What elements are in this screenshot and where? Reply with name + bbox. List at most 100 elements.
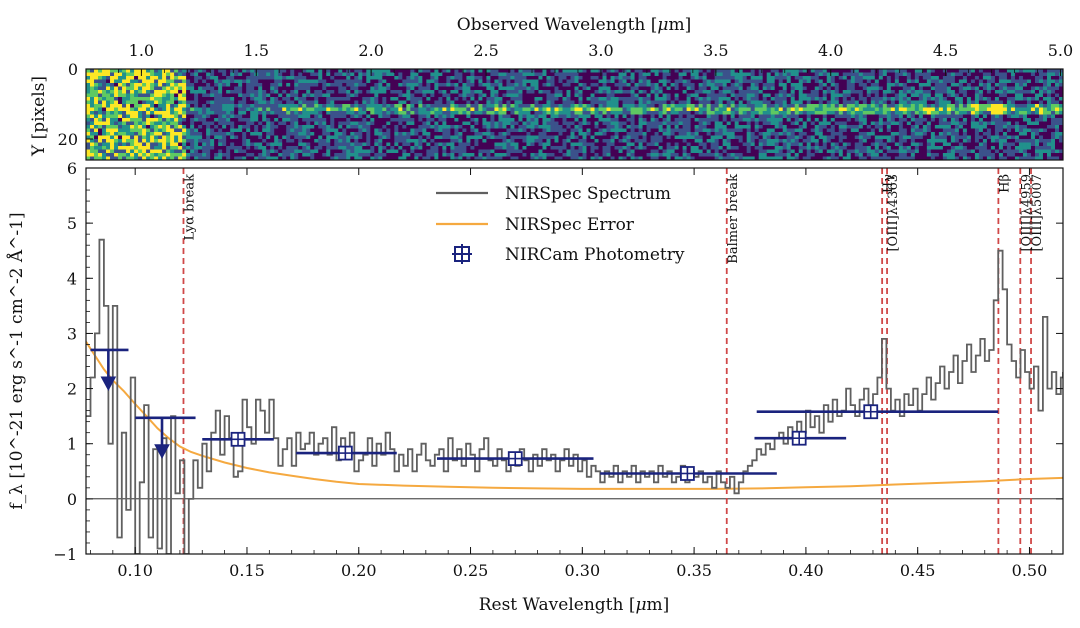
heatmap-cell	[614, 128, 620, 133]
heatmap-cell	[430, 79, 435, 84]
heatmap-cell	[1054, 69, 1060, 74]
heatmap-cell	[1054, 128, 1060, 133]
heatmap-cell	[718, 125, 724, 130]
heatmap-cell	[1002, 100, 1008, 105]
heatmap-cell	[258, 125, 263, 130]
heatmap-cell	[206, 128, 211, 133]
heatmap-cell	[850, 104, 856, 109]
heatmap-cell	[202, 104, 207, 109]
heatmap-cell	[258, 79, 263, 84]
heatmap-cell	[202, 76, 207, 81]
heatmap-cell	[1022, 111, 1028, 116]
heatmap-cell	[818, 135, 824, 140]
heatmap-cell	[1042, 132, 1048, 137]
heatmap-cell	[474, 114, 479, 119]
heatmap-cell	[94, 104, 99, 109]
heatmap-cell	[238, 97, 243, 102]
heatmap-cell	[482, 132, 488, 137]
heatmap-cell	[310, 83, 315, 88]
heatmap-cell	[214, 90, 219, 95]
heatmap-cell	[934, 118, 940, 123]
heatmap-cell	[990, 111, 996, 116]
heatmap-cell	[806, 104, 812, 109]
heatmap-cell	[214, 100, 219, 105]
heatmap-cell	[102, 111, 107, 116]
heatmap-cell	[334, 121, 339, 126]
heatmap-cell	[898, 121, 904, 126]
heatmap-cell	[426, 121, 431, 126]
heatmap-cell	[774, 69, 780, 74]
heatmap-cell	[418, 72, 423, 77]
heatmap-cell	[658, 86, 664, 91]
heatmap-cell	[134, 118, 139, 123]
heatmap-cell	[342, 69, 347, 74]
heatmap-cell	[374, 93, 379, 98]
heatmap-cell	[242, 76, 247, 81]
heatmap-cell	[918, 125, 924, 130]
heatmap-cell	[958, 76, 964, 81]
heatmap-cell	[358, 100, 363, 105]
heatmap-cell	[882, 79, 888, 84]
heatmap-cell	[846, 132, 852, 137]
heatmap-cell	[490, 132, 496, 137]
heatmap-cell	[466, 121, 471, 126]
heatmap-cell	[250, 114, 255, 119]
heatmap-cell	[414, 90, 419, 95]
heatmap-cell	[1018, 97, 1024, 102]
heatmap-cell	[218, 104, 223, 109]
heatmap-cell	[794, 93, 800, 98]
heatmap-cell	[602, 104, 608, 109]
heatmap-cell	[682, 128, 688, 133]
heatmap-cell	[786, 107, 792, 112]
heatmap-cell	[474, 139, 479, 144]
heatmap-cell	[870, 83, 876, 88]
heatmap-cell	[158, 104, 163, 109]
heatmap-cell	[634, 125, 640, 130]
heatmap-cell	[274, 83, 279, 88]
heatmap-cell	[698, 132, 704, 137]
heatmap-cell	[854, 76, 860, 81]
heatmap-cell	[522, 135, 528, 140]
heatmap-cell	[482, 125, 488, 130]
heatmap-cell	[254, 93, 259, 98]
heatmap-cell	[762, 107, 768, 112]
heatmap-cell	[1034, 132, 1040, 137]
heatmap-cell	[618, 97, 624, 102]
heatmap-cell	[634, 121, 640, 126]
heatmap-cell	[774, 135, 780, 140]
heatmap-cell	[814, 86, 820, 91]
heatmap-cell	[334, 125, 339, 130]
heatmap-cell	[422, 121, 427, 126]
heatmap-cell	[790, 135, 796, 140]
heatmap-cell	[738, 118, 744, 123]
heatmap-cell	[1050, 72, 1056, 77]
heatmap-cell	[362, 125, 367, 130]
heatmap-cell	[578, 114, 584, 119]
heatmap-cell	[590, 83, 596, 88]
heatmap-cell	[362, 93, 367, 98]
heatmap-cell	[518, 121, 524, 126]
heatmap-cell	[618, 93, 624, 98]
heatmap-cell	[550, 79, 556, 84]
heatmap-cell	[702, 100, 708, 105]
heatmap-cell	[998, 135, 1004, 140]
heatmap-cell	[186, 72, 191, 77]
heatmap-cell	[98, 114, 103, 119]
heatmap-cell	[342, 107, 347, 112]
heatmap-cell	[338, 86, 343, 91]
heatmap-cell	[870, 72, 876, 77]
heatmap-cell	[130, 114, 135, 119]
heatmap-cell	[1002, 79, 1008, 84]
heatmap-cell	[630, 100, 636, 105]
heatmap-cell	[658, 100, 664, 105]
heatmap-cell	[306, 139, 311, 144]
heatmap-cell	[1014, 135, 1020, 140]
heatmap-cell	[434, 135, 439, 140]
heatmap-cell	[358, 118, 363, 123]
heatmap-cell	[1014, 111, 1020, 116]
heatmap-cell	[858, 90, 864, 95]
heatmap-cell	[530, 132, 536, 137]
heatmap-cell	[818, 76, 824, 81]
heatmap-cell	[86, 72, 91, 77]
heatmap-cell	[126, 86, 131, 91]
